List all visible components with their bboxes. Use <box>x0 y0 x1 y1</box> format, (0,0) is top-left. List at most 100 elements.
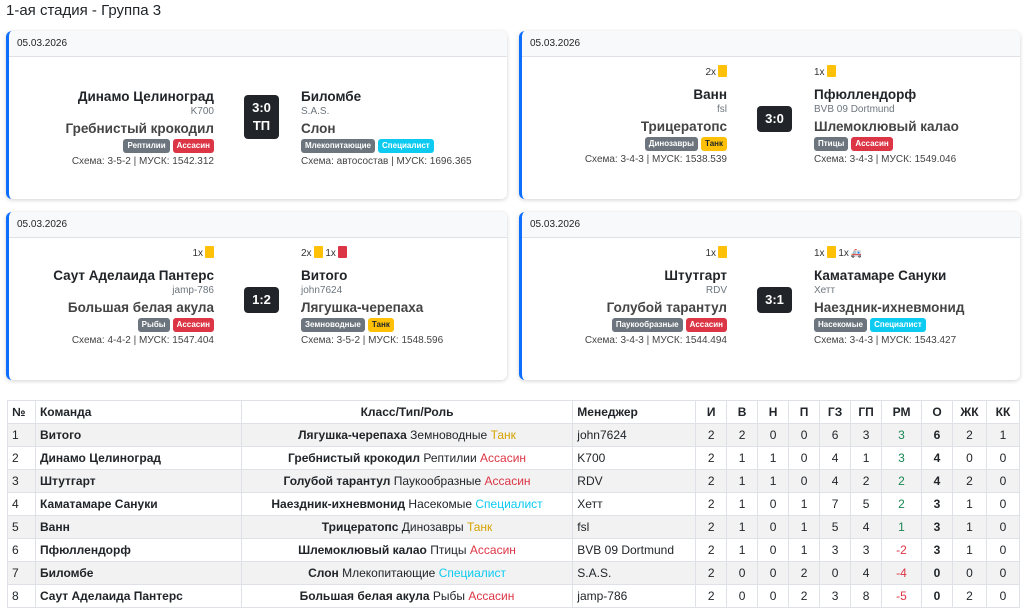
cell-goal-diff: -2 <box>881 538 922 562</box>
cell-yellow-cards: 1 <box>951 492 987 516</box>
cell-points: 0 <box>921 584 953 608</box>
table-row[interactable]: 8 Саут Аделаида Пантерс Большая белая акул… <box>7 584 1021 608</box>
home-team[interactable]: Динамо Целиноград K700 Гребнистый крокод… <box>14 73 214 167</box>
cell-team[interactable]: Штутгарт <box>34 469 242 493</box>
type-badge: Паукообразные <box>611 318 683 332</box>
cell-goals-against: 1 <box>850 446 883 470</box>
away-animal: Шлемоклювый калао <box>814 119 959 134</box>
cell-class: Голубой тарантул Паукообразные Ассасин <box>240 469 574 493</box>
role-badge: Ассасин <box>172 318 214 332</box>
table-row[interactable]: 4 Каматамаре Сануки Наездник-ихневмонид На… <box>7 492 1021 516</box>
role-badge: Танк <box>701 137 727 151</box>
cell-wins: 0 <box>726 584 759 608</box>
cell-points: 3 <box>921 538 953 562</box>
cell-team[interactable]: Саут Аделаида Пантерс <box>34 584 242 608</box>
away-team-name[interactable]: Витого <box>301 268 348 283</box>
home-manager: K700 <box>190 106 214 117</box>
match-card[interactable]: 05.03.2026 Динамо Целиноград K700 Гребни… <box>6 31 507 199</box>
away-schema: Схема: 3-5-2 | МУСК: 1548.596 <box>301 335 444 346</box>
home-team-name[interactable]: Саут Аделаида Пантерс <box>53 268 214 283</box>
home-team-name[interactable]: Динамо Целиноград <box>77 89 214 104</box>
cell-goal-diff: 2 <box>881 492 922 516</box>
cell-goals-for: 7 <box>819 492 852 516</box>
cell-losses: 2 <box>788 561 821 585</box>
cell-goals-for: 3 <box>819 584 852 608</box>
home-team[interactable]: 2x Ванн fsl Трицератопс Динозавры Танк С… <box>527 65 727 165</box>
col-header[interactable]: О <box>921 400 953 424</box>
col-header[interactable]: И <box>695 400 728 424</box>
match-score[interactable]: 3:0 <box>757 106 792 132</box>
cell-team[interactable]: Витого <box>34 423 242 447</box>
match-score[interactable]: 1:2 <box>244 287 279 313</box>
cell-played: 2 <box>695 538 728 562</box>
home-team-name[interactable]: Штутгарт <box>664 268 727 283</box>
table-row[interactable]: 5 Ванн Трицератопс Динозавры Танк fsl 2 1 0 1 5 4… <box>7 515 1021 539</box>
col-header[interactable]: Менеджер <box>572 400 697 424</box>
class-animal: Гребнистый крокодил <box>288 451 421 465</box>
class-type: Птицы <box>430 543 467 557</box>
table-row[interactable]: 7 Биломбе Слон Млекопитающие Специалист S.A… <box>7 561 1021 585</box>
table-row[interactable]: 2 Динамо Целиноград Гребнистый крокодил Ре… <box>7 446 1021 470</box>
away-team[interactable]: 2x 1x Витого john7624 Лягушка-черепаха З… <box>301 246 501 346</box>
away-cards <box>301 73 501 87</box>
col-header[interactable]: ГЗ <box>819 400 852 424</box>
col-header[interactable]: ЖК <box>951 400 987 424</box>
away-cards: 2x 1x <box>301 246 501 260</box>
col-header[interactable]: Н <box>757 400 790 424</box>
away-cards: 1x <box>814 65 1014 79</box>
home-team[interactable]: 1x Штутгарт RDV Голубой тарантул Паукооб… <box>527 246 727 346</box>
cell-team[interactable]: Динамо Целиноград <box>34 446 242 470</box>
col-header[interactable]: РМ <box>881 400 922 424</box>
away-team[interactable]: Биломбе S.A.S. Слон Млекопитающие Специа… <box>301 73 501 167</box>
away-animal: Наездник-ихневмонид <box>814 300 965 315</box>
match-card[interactable]: 05.03.2026 2x Ванн fsl Трицератопс Диноз… <box>519 31 1020 199</box>
away-team-name[interactable]: Пфюллендорф <box>814 87 917 102</box>
type-badge: Рептилии <box>123 139 170 153</box>
away-team-name[interactable]: Биломбе <box>301 89 362 104</box>
match-card[interactable]: 05.03.2026 1x Саут Аделаида Пантерс jamp… <box>6 212 507 380</box>
match-date: 05.03.2026 <box>9 212 507 238</box>
cell-manager: S.A.S. <box>572 561 697 585</box>
col-header[interactable]: Класс/Тип/Роль <box>240 400 574 424</box>
cell-wins: 2 <box>726 423 759 447</box>
cell-team[interactable]: Биломбе <box>34 561 242 585</box>
col-header[interactable]: В <box>726 400 759 424</box>
cell-red-cards: 0 <box>985 492 1021 516</box>
table-row[interactable]: 6 Пфюллендорф Шлемоклювый калао Птицы Асса… <box>7 538 1021 562</box>
table-row[interactable]: 3 Штутгарт Голубой тарантул Паукообразные … <box>7 469 1021 493</box>
cell-goals-for: 0 <box>819 561 852 585</box>
cell-draws: 0 <box>757 423 790 447</box>
cell-points: 6 <box>921 423 953 447</box>
match-score[interactable]: 3:0 ТП <box>244 95 279 139</box>
away-team-name[interactable]: Каматамаре Сануки <box>814 268 947 283</box>
away-manager: BVB 09 Dortmund <box>814 104 895 115</box>
cell-yellow-cards: 2 <box>951 469 987 493</box>
cell-team[interactable]: Пфюллендорф <box>34 538 242 562</box>
cell-goals-for: 4 <box>819 469 852 493</box>
yellow-card-icon <box>826 246 836 258</box>
away-team[interactable]: 1x 1x 🚑 Каматамаре Сануки Хетт Наездник-и… <box>814 246 1014 346</box>
cell-goals-for: 6 <box>819 423 852 447</box>
home-team[interactable]: 1x Саут Аделаида Пантерс jamp-786 Больша… <box>14 246 214 346</box>
table-row[interactable]: 1 Витого Лягушка-черепаха Земноводные Танк… <box>7 423 1021 447</box>
col-header[interactable]: № <box>7 400 36 424</box>
cell-team[interactable]: Ванн <box>34 515 242 539</box>
away-animal: Слон <box>301 121 336 136</box>
home-team-name[interactable]: Ванн <box>693 87 727 102</box>
yellow-card-icon <box>718 65 727 77</box>
cell-red-cards: 0 <box>985 446 1021 470</box>
col-header[interactable]: Команда <box>34 400 242 424</box>
class-animal: Голубой тарантул <box>283 474 391 488</box>
away-manager: S.A.S. <box>301 106 330 117</box>
match-score[interactable]: 3:1 <box>757 287 792 313</box>
match-card[interactable]: 05.03.2026 1x Штутгарт RDV Голубой таран… <box>519 212 1020 380</box>
cell-team[interactable]: Каматамаре Сануки <box>34 492 242 516</box>
col-header[interactable]: КК <box>985 400 1021 424</box>
col-header[interactable]: ГП <box>850 400 883 424</box>
cell-draws: 0 <box>757 538 790 562</box>
col-header[interactable]: П <box>788 400 821 424</box>
red-card-icon <box>337 246 347 258</box>
yellow-card-icon <box>718 246 727 258</box>
cell-wins: 1 <box>726 446 759 470</box>
away-team[interactable]: 1x Пфюллендорф BVB 09 Dortmund Шлемоклюв… <box>814 65 1014 165</box>
